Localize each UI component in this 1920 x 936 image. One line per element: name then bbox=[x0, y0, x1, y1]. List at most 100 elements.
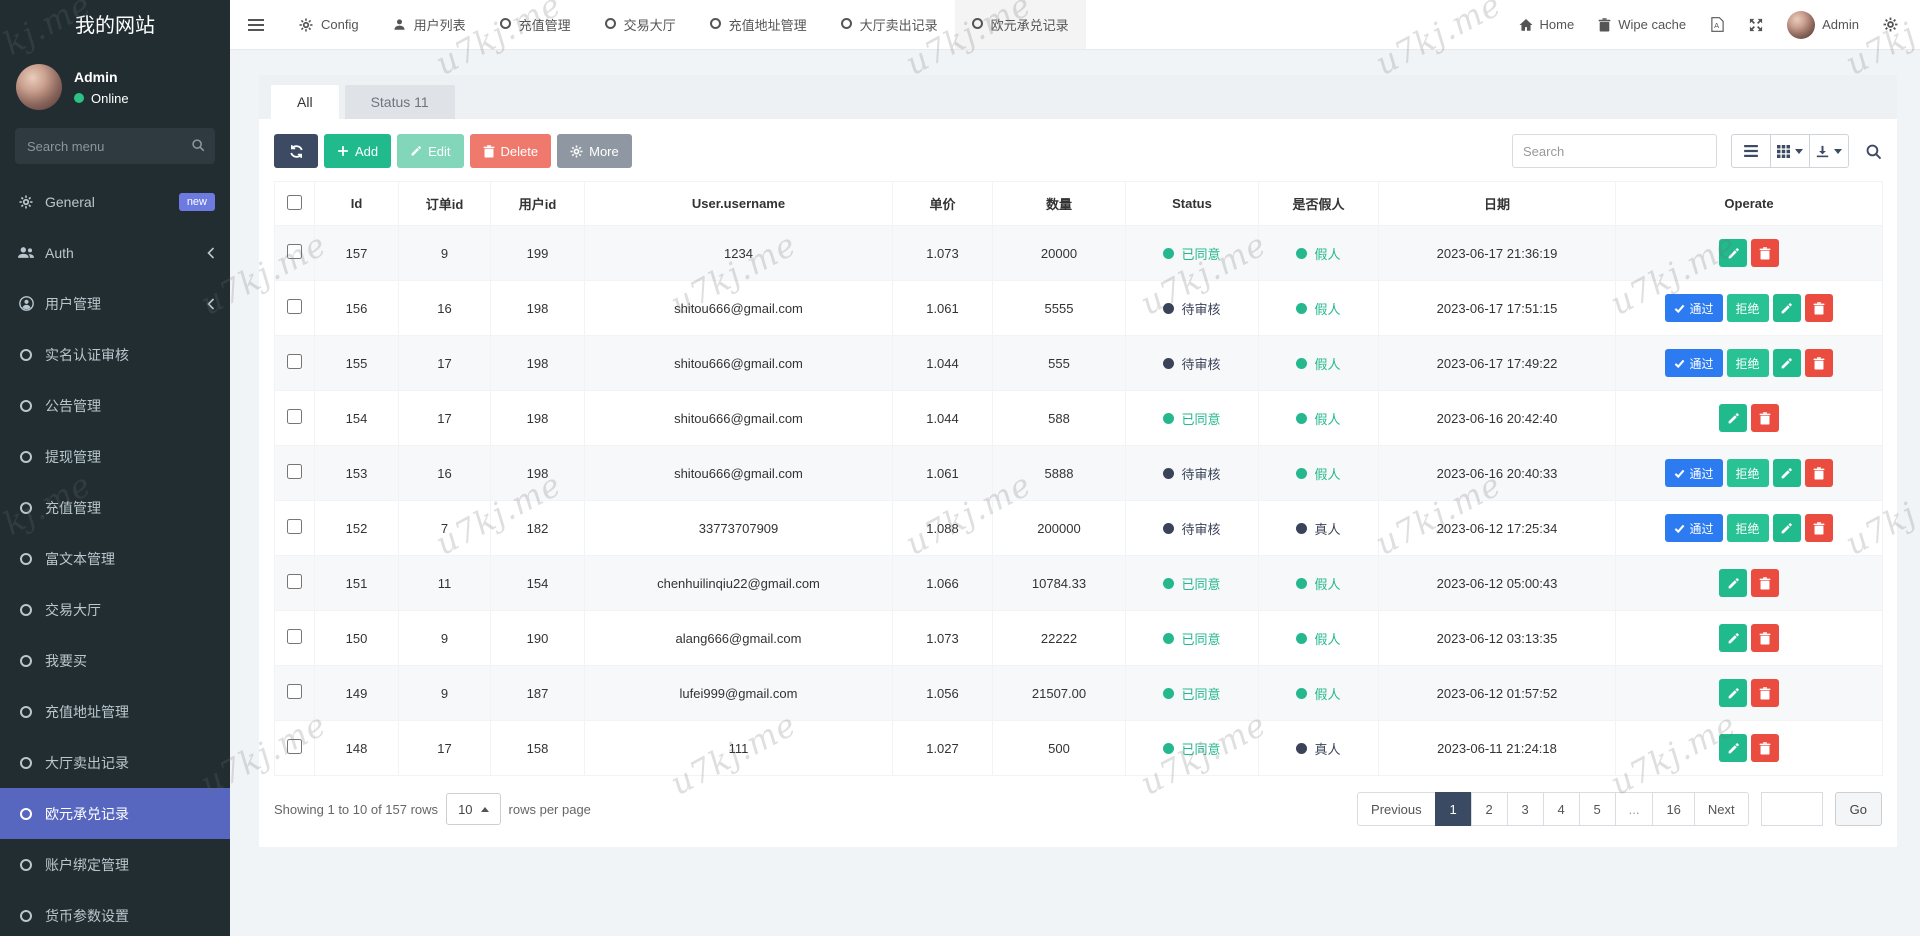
row-edit-button[interactable] bbox=[1772, 459, 1801, 487]
sidebar-item[interactable]: General new bbox=[0, 176, 230, 227]
row-delete-button[interactable] bbox=[1751, 404, 1779, 432]
sidebar-item[interactable]: 充值地址管理 bbox=[0, 686, 230, 737]
sidebar-item[interactable]: 货币参数设置 bbox=[0, 890, 230, 936]
add-button[interactable]: Add bbox=[324, 134, 392, 168]
row-delete-button[interactable] bbox=[1751, 239, 1779, 267]
row-edit-button[interactable] bbox=[1719, 734, 1747, 762]
go-button[interactable]: Go bbox=[1834, 792, 1882, 826]
reject-button[interactable]: 拒绝 bbox=[1726, 294, 1769, 322]
sidebar-item[interactable]: Auth bbox=[0, 227, 230, 278]
row-checkbox[interactable] bbox=[287, 574, 302, 589]
cell-fake: 假人 bbox=[1258, 445, 1379, 501]
reject-button[interactable]: 拒绝 bbox=[1726, 459, 1769, 487]
sidebar-item[interactable]: 充值管理 bbox=[0, 482, 230, 533]
page-5[interactable]: 5 bbox=[1578, 792, 1616, 826]
admin-menu[interactable]: Admin bbox=[1787, 10, 1859, 39]
fullscreen-icon[interactable] bbox=[1749, 18, 1763, 32]
row-checkbox[interactable] bbox=[287, 684, 302, 699]
language-icon[interactable]: A bbox=[1710, 17, 1725, 32]
sidebar-item[interactable]: 我要买 bbox=[0, 635, 230, 686]
row-delete-button[interactable] bbox=[1751, 569, 1779, 597]
topbar-tab[interactable]: 交易大厅 bbox=[588, 0, 693, 49]
page-1[interactable]: 1 bbox=[1434, 792, 1472, 826]
row-delete-button[interactable] bbox=[1751, 679, 1779, 707]
row-edit-button[interactable] bbox=[1772, 294, 1801, 322]
table-row: 151 11 154 chenhuilinqiu22@gmail.com 1.066 10… bbox=[274, 555, 1883, 611]
sidebar-item[interactable]: 实名认证审核 bbox=[0, 329, 230, 380]
columns-button[interactable] bbox=[1770, 134, 1810, 168]
row-edit-button[interactable] bbox=[1719, 679, 1747, 707]
topbar-tab[interactable]: 充值地址管理 bbox=[693, 0, 824, 49]
sidebar-item[interactable]: 用户管理 bbox=[0, 278, 230, 329]
row-checkbox[interactable] bbox=[287, 354, 302, 369]
user-panel: Admin Online bbox=[0, 52, 230, 124]
sidebar-search-input[interactable] bbox=[15, 128, 215, 164]
sidebar-item[interactable]: 公告管理 bbox=[0, 380, 230, 431]
reject-button[interactable]: 拒绝 bbox=[1726, 514, 1769, 542]
wipe-cache-link[interactable]: Wipe cache bbox=[1598, 17, 1686, 32]
approve-button[interactable]: 通过 bbox=[1665, 294, 1723, 322]
edit-button[interactable]: Edit bbox=[397, 134, 464, 168]
topbar-tab[interactable]: 欧元承兑记录 bbox=[954, 0, 1086, 49]
data-panel: All Status 11 Add Edit Delete bbox=[259, 75, 1897, 847]
topbar-tab[interactable]: Config bbox=[282, 0, 376, 49]
row-delete-button[interactable] bbox=[1804, 349, 1833, 377]
refresh-button[interactable] bbox=[274, 134, 318, 168]
select-all-checkbox[interactable] bbox=[287, 194, 302, 210]
row-checkbox[interactable] bbox=[287, 629, 302, 644]
showing-text: Showing 1 to 10 of 157 rows bbox=[274, 801, 439, 817]
more-button[interactable]: More bbox=[557, 134, 632, 168]
page-2[interactable]: 2 bbox=[1470, 792, 1508, 826]
cell-date: 2023-06-12 05:00:43 bbox=[1378, 555, 1616, 611]
home-link[interactable]: Home bbox=[1519, 17, 1574, 32]
row-edit-button[interactable] bbox=[1719, 404, 1747, 432]
sidebar-item[interactable]: 交易大厅 bbox=[0, 584, 230, 635]
row-delete-button[interactable] bbox=[1804, 294, 1833, 322]
topbar-tab[interactable]: 充值管理 bbox=[483, 0, 588, 49]
tab-status-11[interactable]: Status 11 bbox=[344, 85, 455, 119]
reject-button[interactable]: 拒绝 bbox=[1726, 349, 1769, 377]
page-size-select[interactable]: 10 bbox=[446, 793, 501, 825]
row-checkbox[interactable] bbox=[287, 464, 302, 479]
row-edit-button[interactable] bbox=[1719, 569, 1747, 597]
sidebar-item[interactable]: 富文本管理 bbox=[0, 533, 230, 584]
row-checkbox[interactable] bbox=[287, 299, 302, 314]
export-button[interactable] bbox=[1809, 134, 1849, 168]
sidebar-item[interactable]: 提现管理 bbox=[0, 431, 230, 482]
sidebar-item[interactable]: 欧元承兑记录 bbox=[0, 788, 230, 839]
hamburger-menu-icon[interactable] bbox=[230, 0, 282, 49]
delete-button[interactable]: Delete bbox=[469, 134, 552, 168]
tab-all[interactable]: All bbox=[271, 85, 339, 119]
page-next[interactable]: Next bbox=[1693, 792, 1749, 826]
row-checkbox[interactable] bbox=[287, 739, 302, 754]
fake-dot-icon bbox=[1296, 632, 1308, 644]
page-16[interactable]: 16 bbox=[1652, 792, 1695, 826]
approve-button[interactable]: 通过 bbox=[1665, 349, 1723, 377]
row-checkbox[interactable] bbox=[287, 519, 302, 534]
topbar-tab[interactable]: 大厅卖出记录 bbox=[824, 0, 955, 49]
row-edit-button[interactable] bbox=[1719, 624, 1747, 652]
status-label: 待审核 bbox=[1181, 356, 1221, 372]
row-edit-button[interactable] bbox=[1772, 514, 1801, 542]
page-previous[interactable]: Previous bbox=[1357, 792, 1436, 826]
table-search-input[interactable] bbox=[1512, 134, 1717, 168]
row-checkbox[interactable] bbox=[287, 244, 302, 259]
row-checkbox[interactable] bbox=[287, 409, 302, 424]
row-delete-button[interactable] bbox=[1804, 459, 1833, 487]
row-edit-button[interactable] bbox=[1772, 349, 1801, 377]
page-4[interactable]: 4 bbox=[1542, 792, 1580, 826]
sidebar-item[interactable]: 大厅卖出记录 bbox=[0, 737, 230, 788]
sidebar-item[interactable]: 账户绑定管理 bbox=[0, 839, 230, 890]
row-edit-button[interactable] bbox=[1719, 239, 1747, 267]
settings-gears-icon[interactable] bbox=[1883, 17, 1898, 32]
approve-button[interactable]: 通过 bbox=[1665, 514, 1723, 542]
page-3[interactable]: 3 bbox=[1506, 792, 1544, 826]
row-delete-button[interactable] bbox=[1751, 734, 1779, 762]
toggle-view-button[interactable] bbox=[1731, 134, 1771, 168]
approve-button[interactable]: 通过 bbox=[1665, 459, 1723, 487]
row-delete-button[interactable] bbox=[1804, 514, 1833, 542]
topbar-tab[interactable]: 用户列表 bbox=[376, 0, 483, 49]
search-toggle-icon[interactable] bbox=[1865, 143, 1882, 160]
row-delete-button[interactable] bbox=[1751, 624, 1779, 652]
page-jump-input[interactable] bbox=[1760, 792, 1823, 826]
